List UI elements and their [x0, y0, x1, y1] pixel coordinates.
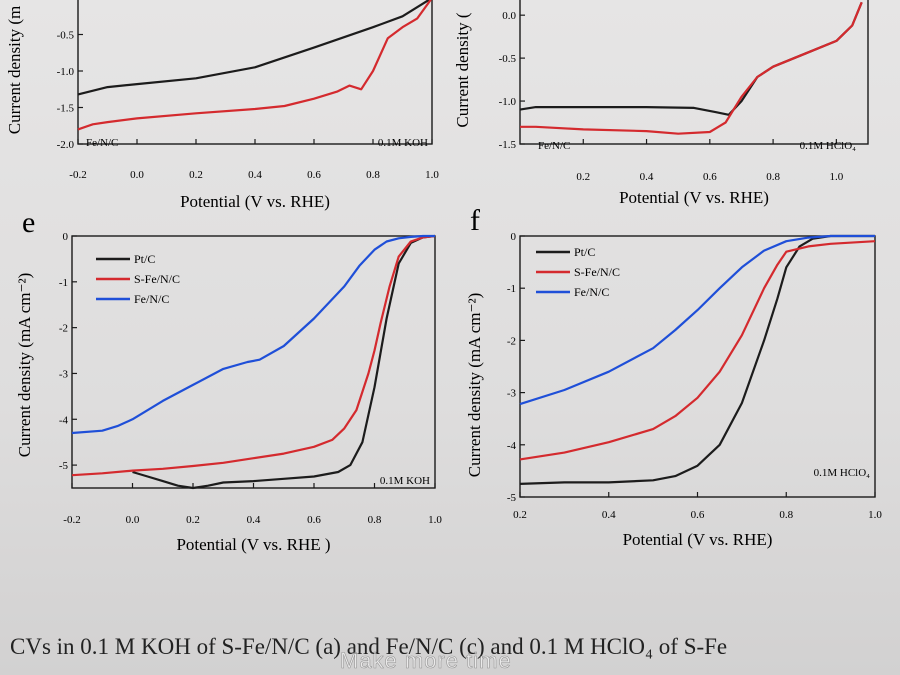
y-tick-label: -1.5 — [499, 139, 517, 151]
chart-panel-f: 0.2 0.4 0.6 0.8 1.0 0 -1 -2 -3 -4 -5 Potential (V v… — [465, 204, 882, 549]
sample-annotation: Fe/N/C — [86, 137, 118, 149]
chart-panel-e: -0.2 0.0 0.2 0.4 0.6 0.8 1.0 0 -1 -2 -3 -4 -5 Potenti… — [15, 206, 442, 554]
plot-frame — [519, 0, 869, 145]
x-tick-label: 0.4 — [247, 514, 261, 526]
series-line-fe-n-c — [71, 234, 435, 435]
y-tick-label: -4 — [59, 414, 69, 426]
x-tick-label: 0.4 — [248, 169, 262, 181]
y-tick-label: -0.5 — [499, 53, 517, 65]
y-tick-label: -1.0 — [499, 96, 517, 108]
y-tick-label: -1.5 — [57, 103, 75, 115]
series-line-black — [519, 1, 863, 116]
chart-panel-d: 0.2 0.4 0.6 0.8 1.0 0.0 -0.5 -1.0 -1.5 Potential … — [453, 0, 869, 207]
electrolyte-annotation: 0.1M HClO₄ — [800, 140, 857, 152]
y-tick-label: 0.0 — [502, 10, 516, 22]
series-line-red — [520, 1, 863, 135]
y-tick-label: -1 — [507, 283, 516, 295]
y-axis-label: Current density (mA cm⁻²) — [15, 273, 34, 458]
legend-entry: Pt/C — [134, 252, 155, 266]
legend-entry: S-Fe/N/C — [134, 272, 180, 286]
y-tick-label: -3 — [507, 388, 517, 400]
panel-label: e — [22, 206, 35, 239]
y-tick-label: -4 — [507, 440, 517, 452]
series-line-black — [77, 0, 431, 96]
y-tick-label: -5 — [59, 460, 69, 472]
y-tick-label: -2 — [507, 335, 516, 347]
y-axis-label: Current density (m — [5, 6, 24, 134]
y-tick-label: -3 — [59, 368, 69, 380]
x-tick-label: 0.8 — [766, 171, 780, 183]
y-tick-label: -1.0 — [57, 66, 75, 78]
legend-entry: Fe/N/C — [574, 285, 609, 299]
electrolyte-annotation: 0.1M KOH — [380, 475, 430, 487]
y-tick-label: 0 — [63, 231, 69, 243]
legend-entry: Fe/N/C — [134, 292, 169, 306]
legend-entry: Pt/C — [574, 245, 595, 259]
series-line-fe-n-c — [519, 234, 875, 406]
y-axis-label: Current density (mA cm⁻²) — [465, 293, 484, 478]
x-tick-label: 1.0 — [829, 171, 843, 183]
x-tick-label: -0.2 — [69, 169, 86, 181]
x-axis-label: Potential (V vs. RHE ) — [176, 535, 330, 554]
y-tick-label: -1 — [59, 277, 68, 289]
electrolyte-annotation: 0.1M HClO₄ — [814, 467, 871, 479]
x-tick-label: 0.6 — [691, 509, 705, 521]
x-tick-label: 0.2 — [576, 171, 590, 183]
x-axis-label: Potential (V vs. RHE) — [623, 530, 773, 549]
chart-panel-c: -0.2 0.0 0.2 0.4 0.6 0.8 1.0 -2.0 -1.5 -1.0 -0.5 Po… — [5, 0, 439, 211]
y-tick-label: 0 — [511, 231, 517, 243]
plot-frame — [77, 0, 433, 145]
y-tick-label: -2 — [59, 323, 68, 335]
x-tick-label: 0.0 — [130, 169, 144, 181]
x-tick-label: 0.8 — [779, 509, 793, 521]
series-line-s-fe-n-c — [519, 240, 876, 461]
x-tick-label: 0.4 — [602, 509, 616, 521]
y-axis-label: Current density ( — [453, 12, 472, 128]
series-line-red — [77, 0, 432, 131]
x-tick-label: 0.6 — [703, 171, 717, 183]
x-tick-label: 1.0 — [425, 169, 439, 181]
x-tick-label: 0.6 — [307, 514, 321, 526]
x-axis-label: Potential (V vs. RHE) — [180, 192, 330, 211]
x-tick-label: 0.2 — [513, 509, 527, 521]
legend-entry: S-Fe/N/C — [574, 265, 620, 279]
x-tick-label: 1.0 — [428, 514, 442, 526]
y-tick-label: -2.0 — [57, 139, 75, 151]
x-tick-label: 0.2 — [186, 514, 200, 526]
sample-annotation: Fe/N/C — [538, 140, 570, 152]
x-tick-label: -0.2 — [63, 514, 80, 526]
series-line-pt-c — [132, 234, 436, 490]
x-axis-label: Potential (V vs. RHE) — [619, 188, 769, 207]
x-tick-label: 0.4 — [640, 171, 654, 183]
y-tick-label: -5 — [507, 492, 517, 504]
x-tick-label: 0.8 — [366, 169, 380, 181]
y-tick-label: -0.5 — [57, 30, 75, 42]
x-tick-label: 0.0 — [126, 514, 140, 526]
x-tick-label: 0.8 — [368, 514, 382, 526]
watermark-text: Make more time — [340, 648, 512, 674]
x-tick-label: 0.6 — [307, 169, 321, 181]
figure-caption: CVs in 0.1 M KOH of S-Fe/N/C (a) and Fe/… — [10, 634, 728, 659]
panel-label: f — [470, 204, 480, 237]
series-line-s-fe-n-c — [71, 234, 436, 477]
x-tick-label: 1.0 — [868, 509, 882, 521]
plot-frame — [71, 235, 436, 489]
electrolyte-annotation: 0.1M KOH — [378, 137, 428, 149]
x-tick-label: 0.2 — [189, 169, 203, 181]
series-line-pt-c — [519, 234, 875, 485]
